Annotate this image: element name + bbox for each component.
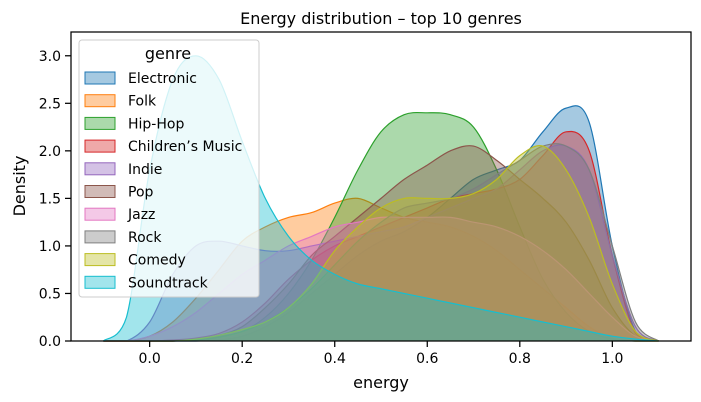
legend-label-children-s-music: Children’s Music xyxy=(128,139,242,155)
area-jazz xyxy=(103,217,659,341)
y-tick-label: 2.0 xyxy=(39,144,61,160)
line-jazz xyxy=(103,216,659,342)
legend-label-folk: Folk xyxy=(128,94,157,110)
legend-label-hip-hop: Hip-Hop xyxy=(128,116,184,132)
x-tick-label: 0.0 xyxy=(139,351,161,367)
y-axis-label: Density xyxy=(10,156,29,217)
x-axis: 0.0 0.2 0.4 0.6 0.8 1.0 xyxy=(139,341,623,367)
legend-label-jazz: Jazz xyxy=(127,207,155,223)
x-tick-label: 0.4 xyxy=(324,351,346,367)
y-tick-label: 2.5 xyxy=(39,96,61,112)
x-tick-label: 0.8 xyxy=(509,351,531,367)
legend: genre Electronic Folk Hip-Hop Children’s Mu… xyxy=(78,39,260,298)
y-tick-label: 1.0 xyxy=(39,239,61,255)
line-children-s-music xyxy=(103,130,659,342)
legend-swatch-hip-hop xyxy=(84,116,116,130)
line-rock xyxy=(103,143,659,342)
area-pop xyxy=(103,145,659,341)
chart-title: Energy distribution – top 10 genres xyxy=(240,9,522,28)
legend-label-electronic: Electronic xyxy=(128,71,197,87)
x-tick-label: 0.6 xyxy=(416,351,438,367)
legend-swatch-folk xyxy=(84,94,116,108)
area-folk xyxy=(103,198,659,341)
legend-swatch-indie xyxy=(84,162,116,176)
legend-swatch-pop xyxy=(84,185,116,198)
line-comedy xyxy=(103,144,659,342)
area-rock xyxy=(103,143,659,341)
area-children-s-music xyxy=(103,131,659,341)
area-electronic xyxy=(103,105,659,341)
legend-swatch-rock xyxy=(84,230,116,244)
y-tick-label: 0.0 xyxy=(39,334,61,350)
legend-frame xyxy=(78,39,260,298)
y-tick-label: 3.0 xyxy=(39,49,61,65)
legend-title: genre xyxy=(145,44,191,63)
legend-label-soundtrack: Soundtrack xyxy=(128,275,209,291)
x-tick-label: 0.2 xyxy=(231,351,253,367)
legend-swatch-children-s-music xyxy=(84,139,116,153)
legend-label-rock: Rock xyxy=(128,230,162,246)
area-comedy xyxy=(103,145,659,341)
x-axis-label: energy xyxy=(353,373,409,392)
legend-swatch-jazz xyxy=(84,207,116,221)
legend-label-pop: Pop xyxy=(128,185,154,201)
legend-swatch-electronic xyxy=(84,71,116,85)
y-tick-label: 1.5 xyxy=(39,191,61,207)
x-tick-label: 1.0 xyxy=(601,351,623,367)
legend-label-indie: Indie xyxy=(128,162,162,178)
legend-swatch-soundtrack xyxy=(84,275,116,289)
legend-swatch-comedy xyxy=(84,253,116,267)
legend-label-comedy: Comedy xyxy=(128,253,186,269)
plot-frame xyxy=(70,31,692,342)
y-tick-label: 0.5 xyxy=(39,286,61,302)
y-axis: 0.0 0.5 1.0 1.5 2.0 2.5 3.0 xyxy=(39,49,71,350)
